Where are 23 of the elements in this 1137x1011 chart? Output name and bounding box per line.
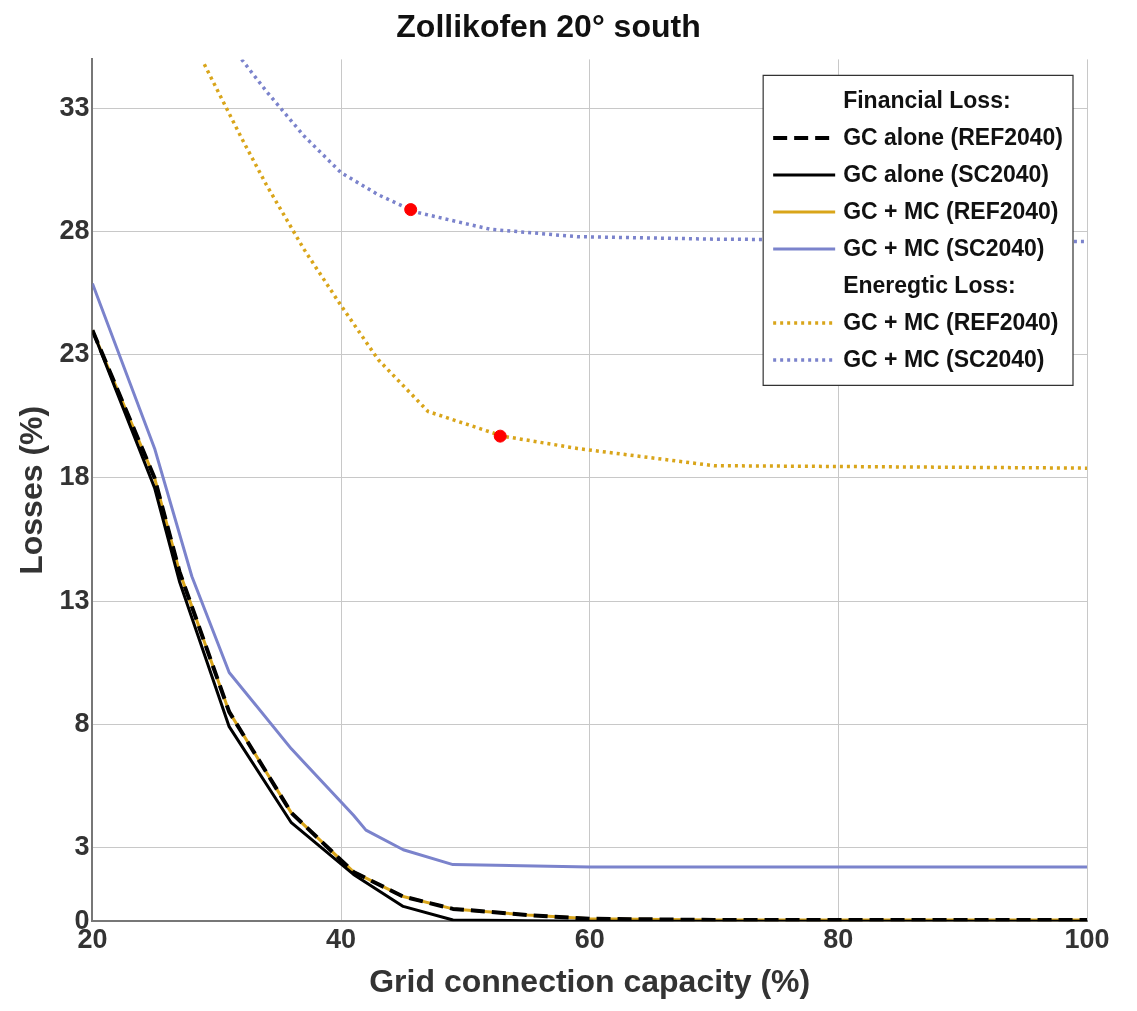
annotation: Eneregtic Loss: — [843, 272, 1016, 299]
y-tick-label: 33 — [59, 92, 90, 123]
line-series — [202, 62, 1087, 470]
y-tick-label: 3 — [74, 830, 90, 861]
legend-label: GC + MC (REF2040) — [843, 198, 1059, 225]
x-axis-title: Grid connection capacity (%) — [369, 962, 811, 999]
chart-title: Zollikofen 20° south — [396, 8, 701, 45]
legend-label: GC + MC (REF2040) — [843, 309, 1059, 336]
y-tick-label: 8 — [74, 707, 90, 738]
legend-label: GC alone (SC2040) — [843, 161, 1049, 188]
y-tick-label: 18 — [59, 461, 90, 492]
y-tick-label: 13 — [59, 584, 90, 615]
legend-label: GC + MC (SC2040) — [843, 346, 1045, 373]
y-tick-label: 23 — [59, 338, 90, 369]
x-tick-label: 80 — [823, 923, 854, 954]
legend-label: GC + MC (SC2040) — [843, 235, 1045, 262]
x-tick-label: 60 — [574, 923, 605, 954]
x-tick-label: 40 — [326, 923, 357, 954]
legend-label: GC alone (REF2040) — [843, 124, 1064, 151]
y-tick-label: 28 — [59, 215, 90, 246]
annotation: Financial Loss: — [843, 87, 1011, 114]
y-axis-title: Losses (%) — [13, 405, 50, 575]
x-tick-label: 100 — [1064, 923, 1110, 954]
